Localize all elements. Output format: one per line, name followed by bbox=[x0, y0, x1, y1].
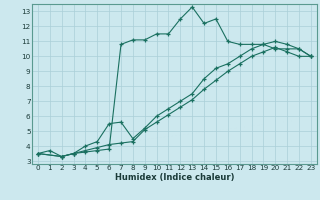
X-axis label: Humidex (Indice chaleur): Humidex (Indice chaleur) bbox=[115, 173, 234, 182]
